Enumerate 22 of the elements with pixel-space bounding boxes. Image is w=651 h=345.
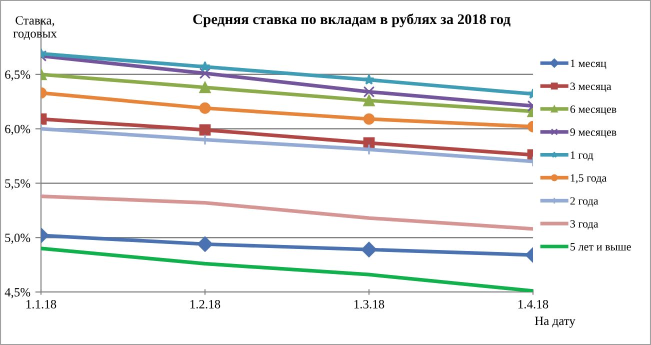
y-tick-label: 6,0%	[5, 124, 30, 136]
y-axis-title: Ставка, годовых	[13, 16, 57, 40]
y-tick-label: 4,5%	[4, 288, 30, 298]
legend-label: 1 год	[570, 151, 594, 161]
legend-label: 5 лет и выше	[570, 243, 631, 251]
x-axis-title: На дату	[534, 316, 576, 328]
legend-label: 1,5 года	[570, 174, 607, 184]
legend-label: 3 месяца	[570, 82, 612, 92]
x-tick-label: 1.1.18	[26, 300, 56, 308]
y-tick-label: 5,0%	[5, 234, 30, 244]
legend-label: 3 года	[570, 220, 598, 230]
x-tick-label: 1.2.18	[190, 300, 220, 308]
x-tick-label: 1.3.18	[354, 300, 384, 308]
legend-label: 6 месяцев	[570, 106, 616, 116]
legend-label: 1 месяц	[570, 60, 606, 70]
x-tick-label: 1.4.18	[518, 300, 548, 308]
line-series	[41, 194, 533, 231]
y-tick-label: 6,5%	[5, 70, 30, 81]
y-tick-label: 5,5%	[5, 179, 30, 190]
legend-label: 2 года	[570, 197, 598, 207]
legend-label: 9 месяцев	[570, 128, 616, 138]
chart-title: Средняя ставка по вкладам в рублях за 2018 год	[193, 14, 510, 28]
